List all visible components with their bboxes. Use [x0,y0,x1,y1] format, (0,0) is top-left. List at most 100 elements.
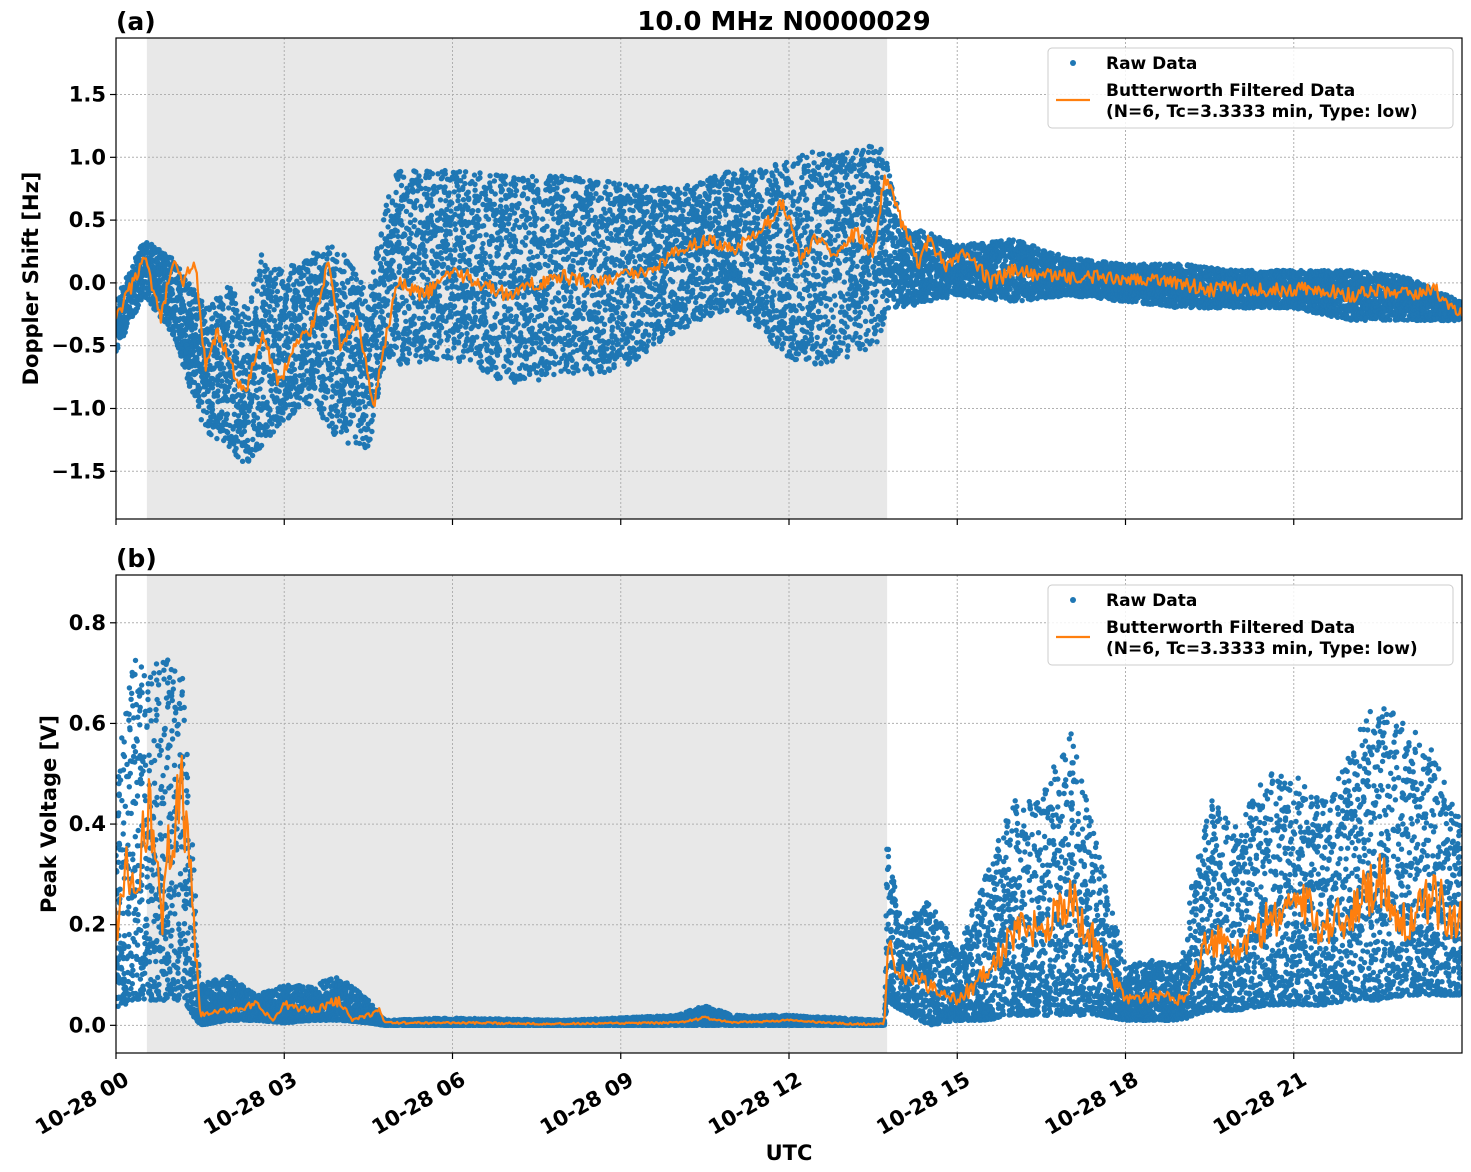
raw-data-point [527,307,532,312]
raw-data-point [324,417,329,422]
raw-data-point [389,268,394,273]
raw-data-point [501,270,506,275]
raw-data-point [488,367,493,372]
raw-data-point [525,196,530,201]
raw-data-point [445,285,450,290]
raw-data-point [514,314,519,319]
raw-data-point [437,293,442,298]
raw-data-point [421,316,426,321]
raw-data-point [255,288,260,293]
raw-data-point [423,254,428,259]
raw-data-point [215,351,220,356]
raw-data-point [461,197,466,202]
raw-data-point [546,365,551,370]
raw-data-point [554,185,559,190]
raw-data-point [513,240,518,245]
raw-data-point [275,289,280,294]
raw-data-point [272,318,277,323]
raw-data-point [624,303,629,308]
raw-data-point [536,377,541,382]
raw-data-point [371,413,376,418]
raw-data-point [523,344,528,349]
raw-data-point [451,345,456,350]
raw-data-point [271,429,276,434]
raw-data-point [280,279,285,284]
raw-data-point [259,377,264,382]
raw-data-point [281,417,286,422]
raw-data-point [220,306,225,311]
raw-data-point [278,271,283,276]
raw-data-point [476,217,481,222]
raw-data-point [389,242,394,247]
raw-data-point [446,334,451,339]
raw-data-point [434,357,439,362]
raw-data-point [290,361,295,366]
raw-data-point [359,292,364,297]
raw-data-point [621,250,626,255]
raw-data-point [442,184,447,189]
raw-data-point [364,389,369,394]
raw-data-point [577,331,582,336]
raw-data-point [618,187,623,192]
raw-data-point [484,232,489,237]
raw-data-point [300,280,305,285]
raw-data-point [530,205,535,210]
raw-data-point [487,173,492,178]
raw-data-point [646,332,651,337]
raw-data-point [625,219,630,224]
raw-data-point [599,316,604,321]
raw-data-point [568,289,573,294]
raw-data-point [523,225,528,230]
raw-data-point [399,222,404,227]
raw-data-point [607,368,612,373]
raw-data-point [333,425,338,430]
raw-data-point [610,325,615,330]
raw-data-point [670,279,675,284]
raw-data-point [530,174,535,179]
raw-data-point [219,378,224,383]
raw-data-point [635,328,640,333]
raw-data-point [545,263,550,268]
raw-data-point [590,196,595,201]
raw-data-point [416,256,421,261]
raw-data-point [295,289,300,294]
raw-data-point [498,197,503,202]
raw-data-point [512,210,517,215]
raw-data-point [475,208,480,213]
raw-data-point [341,285,346,290]
raw-data-point [612,263,617,268]
raw-data-point [461,240,466,245]
raw-data-point [564,229,569,234]
raw-data-point [201,392,206,397]
raw-data-point [470,244,475,249]
raw-data-point [193,323,198,328]
raw-data-point [367,347,372,352]
raw-data-point [484,329,489,334]
raw-data-point [534,216,539,221]
raw-data-point [644,322,649,327]
raw-data-point [506,367,511,372]
figure-title: 10.0 MHz N0000029 [637,7,930,37]
raw-data-point [453,227,458,232]
raw-data-point [605,246,610,251]
raw-data-point [452,304,457,309]
raw-data-point [357,406,362,411]
raw-data-point [342,319,347,324]
raw-data-point [412,321,417,326]
raw-data-point [341,391,346,396]
raw-data-point [319,326,324,331]
raw-data-point [526,230,531,235]
raw-data-point [396,239,401,244]
raw-data-point [439,325,444,330]
raw-data-point [330,365,335,370]
raw-data-point [439,228,444,233]
raw-data-point [453,277,458,282]
raw-data-point [268,388,273,393]
raw-data-point [382,282,387,287]
raw-data-point [564,221,569,226]
raw-data-point [374,338,379,343]
raw-data-point [341,252,346,257]
raw-data-point [267,367,272,372]
raw-data-point [640,312,645,317]
raw-data-point [335,252,340,257]
